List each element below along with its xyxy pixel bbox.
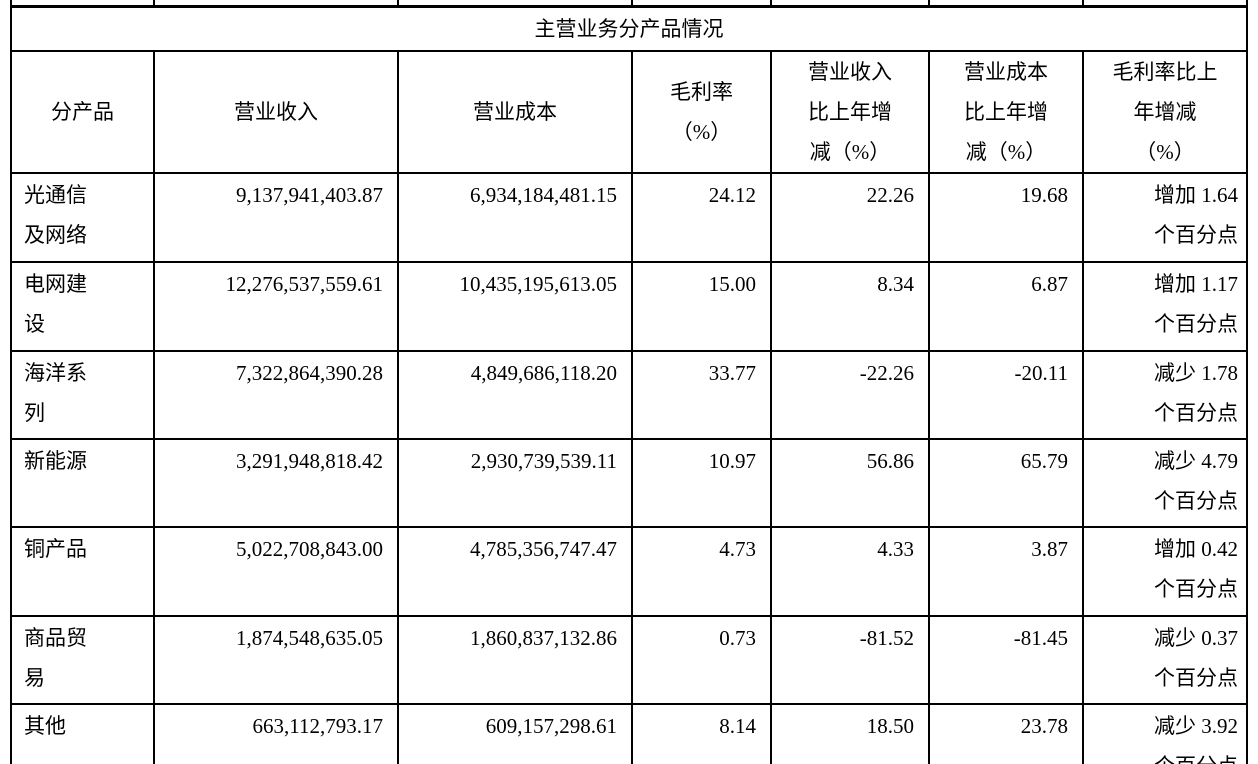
previous-row-cutoff [10,0,1248,8]
cell-revenue-yoy: -22.26 [770,350,930,440]
cell-margin-yoy: 减少 1.78 个百分点 [1082,350,1248,440]
table-row: 光通信 及网络 9,137,941,403.87 6,934,184,481.1… [10,172,1248,263]
header-cost-yoy: 营业成本 比上年增 减（%） [928,50,1084,174]
cutoff-cell [928,0,1084,8]
cell-margin-yoy: 减少 0.37 个百分点 [1082,615,1248,705]
cell-product: 商品贸 易 [10,615,155,705]
cell-cost-yoy: -20.11 [928,350,1084,440]
cell-margin-yoy: 增加 1.17 个百分点 [1082,261,1248,352]
table-row: 新能源 3,291,948,818.42 2,930,739,539.11 10… [10,438,1248,528]
cell-product: 光通信 及网络 [10,172,155,263]
cell-product: 海洋系 列 [10,350,155,440]
cell-product: 新能源 [10,438,155,528]
cell-revenue: 9,137,941,403.87 [153,172,399,263]
cell-revenue-yoy: 8.34 [770,261,930,352]
cutoff-cell [770,0,930,8]
cutoff-cell [397,0,633,8]
cell-cost-yoy: 65.79 [928,438,1084,528]
cell-revenue: 5,022,708,843.00 [153,526,399,617]
header-gross-margin-yoy: 毛利率比上 年增减 （%） [1082,50,1248,174]
table-row: 商品贸 易 1,874,548,635.05 1,860,837,132.86 … [10,615,1248,705]
cell-gross-margin: 33.77 [631,350,772,440]
cell-cost: 1,860,837,132.86 [397,615,633,705]
cell-revenue-yoy: -81.52 [770,615,930,705]
cell-cost: 4,849,686,118.20 [397,350,633,440]
cell-revenue: 3,291,948,818.42 [153,438,399,528]
cell-margin-yoy: 增加 0.42 个百分点 [1082,526,1248,617]
table-header-row: 分产品 营业收入 营业成本 毛利率 （%） 营业收入 比上年增 减（%） 营业成… [10,50,1248,174]
cell-margin-yoy: 减少 4.79 个百分点 [1082,438,1248,528]
cell-revenue: 1,874,548,635.05 [153,615,399,705]
table-row: 海洋系 列 7,322,864,390.28 4,849,686,118.20 … [10,350,1248,440]
cell-gross-margin: 10.97 [631,438,772,528]
table-row: 铜产品 5,022,708,843.00 4,785,356,747.47 4.… [10,526,1248,617]
cutoff-cell [10,0,155,8]
cell-cost: 4,785,356,747.47 [397,526,633,617]
header-product: 分产品 [10,50,155,174]
cell-cost-yoy: 23.78 [928,703,1084,764]
cell-revenue-yoy: 18.50 [770,703,930,764]
cell-cost-yoy: 3.87 [928,526,1084,617]
table-title: 主营业务分产品情况 [10,6,1248,52]
cell-cost: 2,930,739,539.11 [397,438,633,528]
table-row: 电网建 设 12,276,537,559.61 10,435,195,613.0… [10,261,1248,352]
cell-cost: 10,435,195,613.05 [397,261,633,352]
cell-revenue: 7,322,864,390.28 [153,350,399,440]
table-title-row: 主营业务分产品情况 [10,6,1248,52]
table-row: 其他 663,112,793.17 609,157,298.61 8.14 18… [10,703,1248,764]
cell-gross-margin: 15.00 [631,261,772,352]
product-breakdown-table: 主营业务分产品情况 分产品 营业收入 营业成本 毛利率 （%） 营业收入 比上年… [10,0,1248,764]
cutoff-cell [1082,0,1248,8]
cell-cost-yoy: 19.68 [928,172,1084,263]
cell-gross-margin: 24.12 [631,172,772,263]
cell-cost-yoy: 6.87 [928,261,1084,352]
cell-gross-margin: 8.14 [631,703,772,764]
cell-margin-yoy: 减少 3.92 个百分点 [1082,703,1248,764]
cell-product: 电网建 设 [10,261,155,352]
cell-cost-yoy: -81.45 [928,615,1084,705]
cutoff-cell [153,0,399,8]
cell-margin-yoy: 增加 1.64 个百分点 [1082,172,1248,263]
cell-revenue: 12,276,537,559.61 [153,261,399,352]
cell-cost: 609,157,298.61 [397,703,633,764]
cell-product: 铜产品 [10,526,155,617]
cell-gross-margin: 0.73 [631,615,772,705]
cell-product: 其他 [10,703,155,764]
header-gross-margin: 毛利率 （%） [631,50,772,174]
cell-cost: 6,934,184,481.15 [397,172,633,263]
cell-revenue-yoy: 56.86 [770,438,930,528]
cell-revenue-yoy: 22.26 [770,172,930,263]
header-revenue: 营业收入 [153,50,399,174]
cutoff-cell [631,0,772,8]
cell-revenue: 663,112,793.17 [153,703,399,764]
header-revenue-yoy: 营业收入 比上年增 减（%） [770,50,930,174]
cell-gross-margin: 4.73 [631,526,772,617]
cell-revenue-yoy: 4.33 [770,526,930,617]
header-cost: 营业成本 [397,50,633,174]
